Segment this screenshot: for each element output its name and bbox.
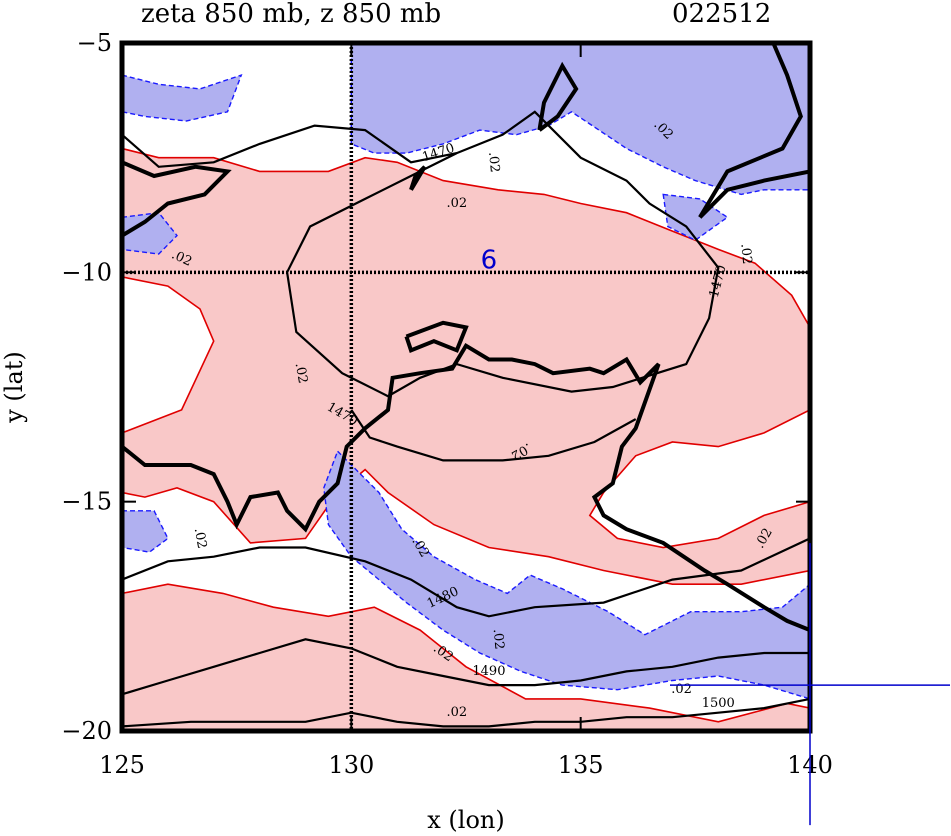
contour-label: .02 [490, 628, 507, 650]
x-axis-label: x (lon) [427, 806, 504, 834]
positive-vorticity-region [122, 583, 810, 731]
coastline [409, 165, 427, 191]
x-tick-label: 135 [558, 751, 604, 779]
negative-vorticity-region [122, 510, 169, 553]
coastline [122, 160, 232, 238]
y-axis-ticks: −5 −10 −15 −20 [61, 29, 810, 745]
y-axis-label: y (lat) [0, 351, 28, 424]
reference-lines [122, 43, 810, 731]
height-contour-1470 [350, 409, 637, 462]
marker-overlay: 6 [481, 246, 950, 826]
height-contours [122, 110, 810, 728]
contour-label: .02 [292, 362, 310, 385]
chart-title: zeta 850 mb, z 850 mb [141, 0, 441, 29]
contour-label: .02 [737, 243, 754, 265]
negative-vorticity-region [662, 193, 729, 242]
contour-label: 1500 [702, 696, 735, 711]
coastline [404, 320, 469, 353]
negative-vorticity-region [122, 73, 243, 122]
contour-label: .02 [485, 151, 502, 173]
contour-label: 1490 [472, 664, 505, 679]
date-label: 022512 [672, 0, 771, 29]
height-contour-1500 [122, 697, 810, 728]
y-tick-label: −20 [61, 717, 112, 745]
contour-label: .02 [446, 705, 467, 720]
negative-vorticity-region [122, 211, 178, 255]
coastlines [122, 43, 810, 632]
coastline [537, 61, 579, 132]
negative-vorticity-region [323, 449, 810, 700]
height-contour-1490 [122, 638, 810, 696]
negative-vorticity-region [350, 43, 810, 196]
y-tick-label: −10 [61, 258, 112, 286]
x-tick-label: 130 [328, 751, 374, 779]
contour-label: .02 [671, 682, 692, 697]
coastline [122, 342, 810, 632]
y-tick-label: −15 [61, 488, 112, 516]
plot-area: 147014701470148014901500.02.02.02.02.02.… [122, 43, 810, 731]
contour-label: .02 [446, 196, 467, 211]
x-tick-label: 125 [99, 751, 145, 779]
contour-label: .02 [191, 527, 209, 550]
height-contour-1480 [122, 537, 810, 618]
storm-marker-label: 6 [481, 246, 498, 276]
height-contour-1470 [122, 110, 720, 398]
coastline [698, 169, 810, 219]
coastline [698, 43, 803, 219]
plot-frame [119, 40, 813, 734]
negative-vorticity-fills [122, 43, 810, 700]
y-tick-label: −5 [77, 29, 112, 57]
